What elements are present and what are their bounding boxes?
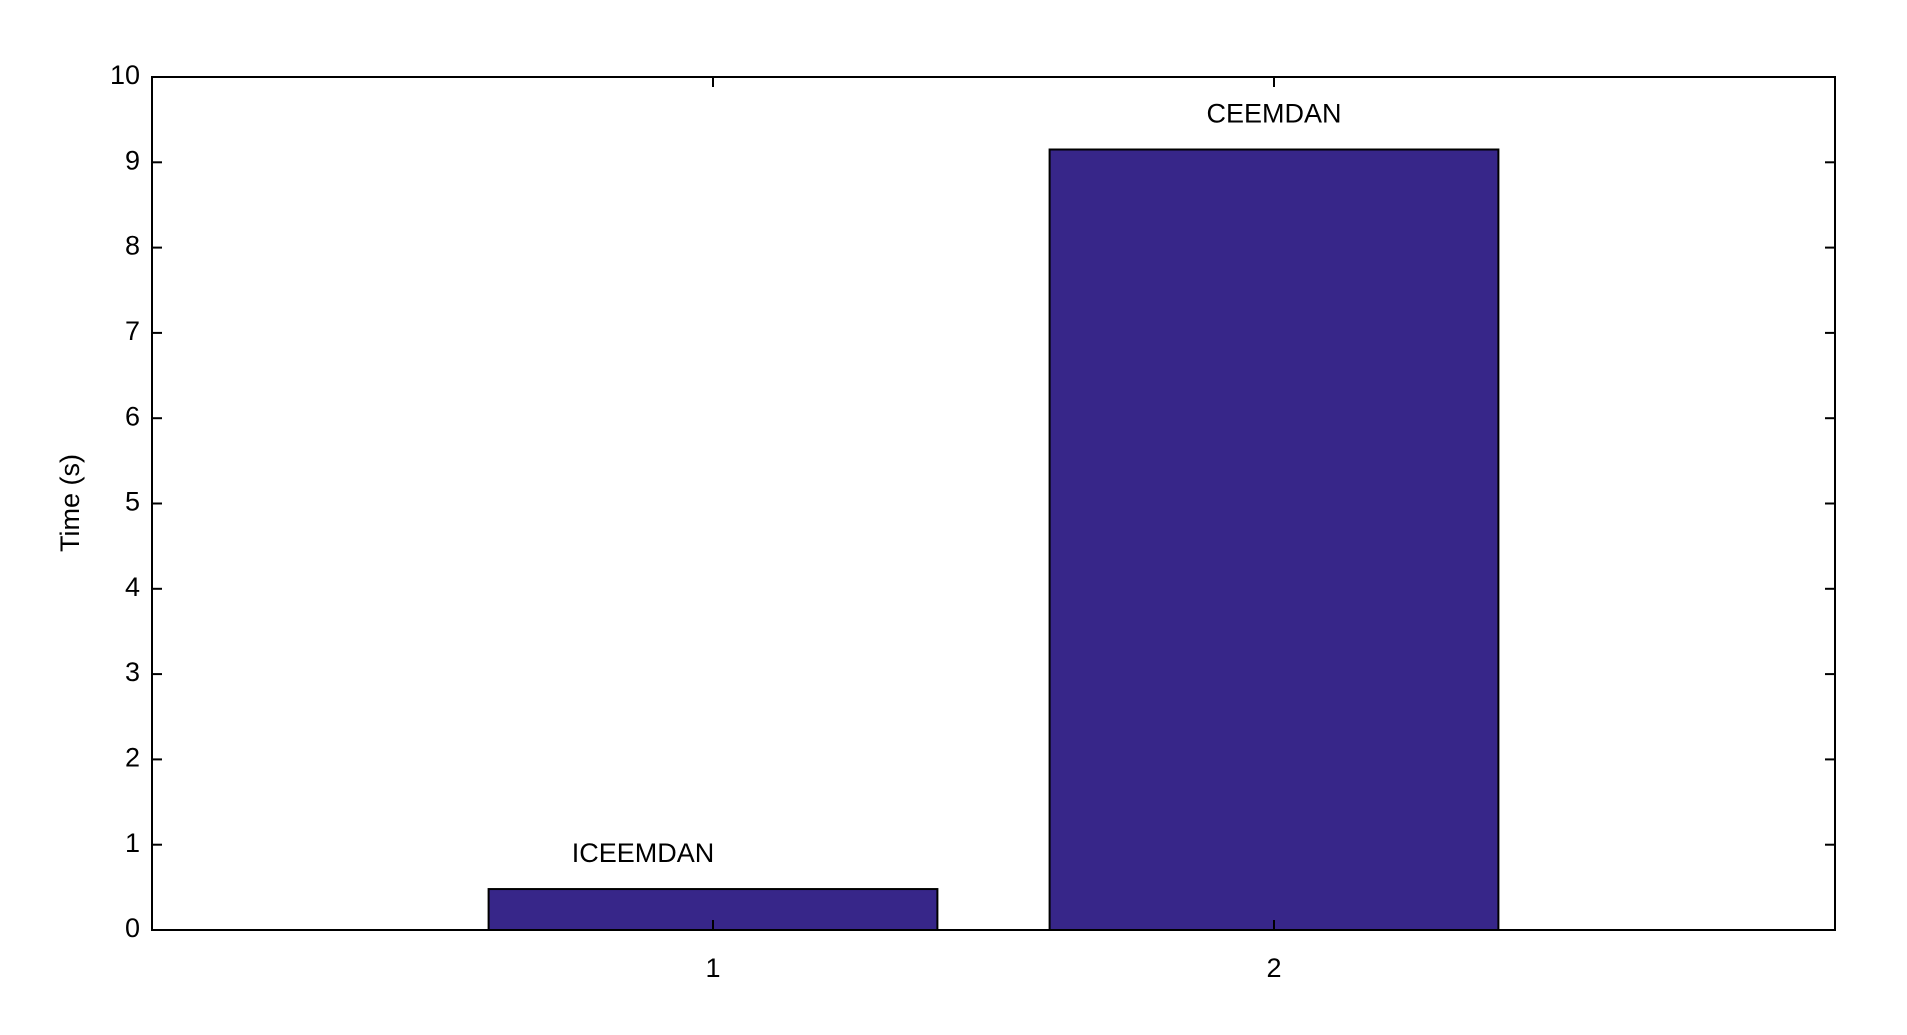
y-tick-label: 8	[125, 231, 140, 261]
x-tick-label: 1	[705, 953, 720, 983]
y-tick-label: 9	[125, 145, 140, 175]
y-axis-label: Time (s)	[55, 454, 85, 552]
bar	[1048, 148, 1500, 931]
y-tick-label: 0	[125, 913, 140, 943]
y-tick-label: 5	[125, 487, 140, 517]
x-tick-label: 2	[1266, 953, 1281, 983]
y-tick-label: 10	[110, 60, 140, 90]
y-tick-label: 2	[125, 743, 140, 773]
y-tick-label: 4	[125, 572, 140, 602]
bar-label: CEEMDAN	[1206, 99, 1341, 129]
y-tick-label: 7	[125, 316, 140, 346]
y-tick-label: 3	[125, 657, 140, 687]
plot-frame	[151, 76, 1836, 931]
bar-label: ICEEMDAN	[572, 838, 715, 868]
y-tick-label: 6	[125, 401, 140, 431]
y-tick-label: 1	[125, 828, 140, 858]
